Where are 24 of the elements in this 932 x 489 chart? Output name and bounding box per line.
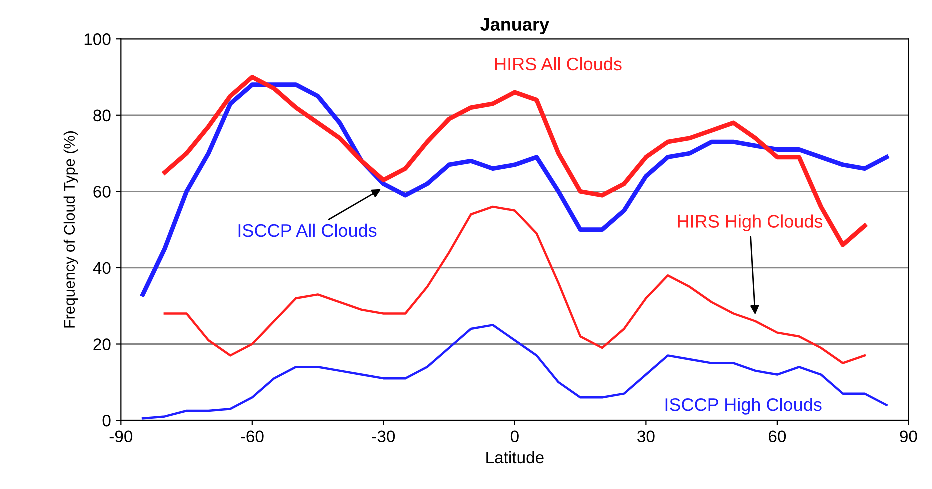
y-axis-title: Frequency of Cloud Type (%) [64,132,78,328]
y-tick-label: 60 [94,186,111,198]
line-series [142,324,888,420]
chart-title: January [480,18,550,35]
annotation: ISCCP All Clouds [238,224,377,238]
y-tick-label: 40 [93,262,111,274]
line-series [162,75,868,248]
x-tick-label: -90 [110,430,133,443]
y-tick-label: 0 [102,414,111,427]
y-tick-label: 100 [84,34,111,46]
x-tick-label: 90 [900,430,918,443]
x-tick-label: 60 [769,430,786,443]
y-tick-label: 20 [94,338,111,350]
line-series [164,206,866,364]
annotation: HIRS All Clouds [496,57,622,71]
x-tick-label: 0 [510,430,519,443]
annotation: HIRS High Clouds [678,214,823,232]
y-tick-label: 80 [94,110,111,122]
x-tick-label: 30 [638,430,655,443]
x-tick-label: -30 [372,430,396,443]
x-axis-title: Latitude [486,451,544,464]
line-series [140,82,890,297]
x-tick-label: -60 [241,430,264,443]
annotation: ISCCP High Clouds [666,398,822,415]
